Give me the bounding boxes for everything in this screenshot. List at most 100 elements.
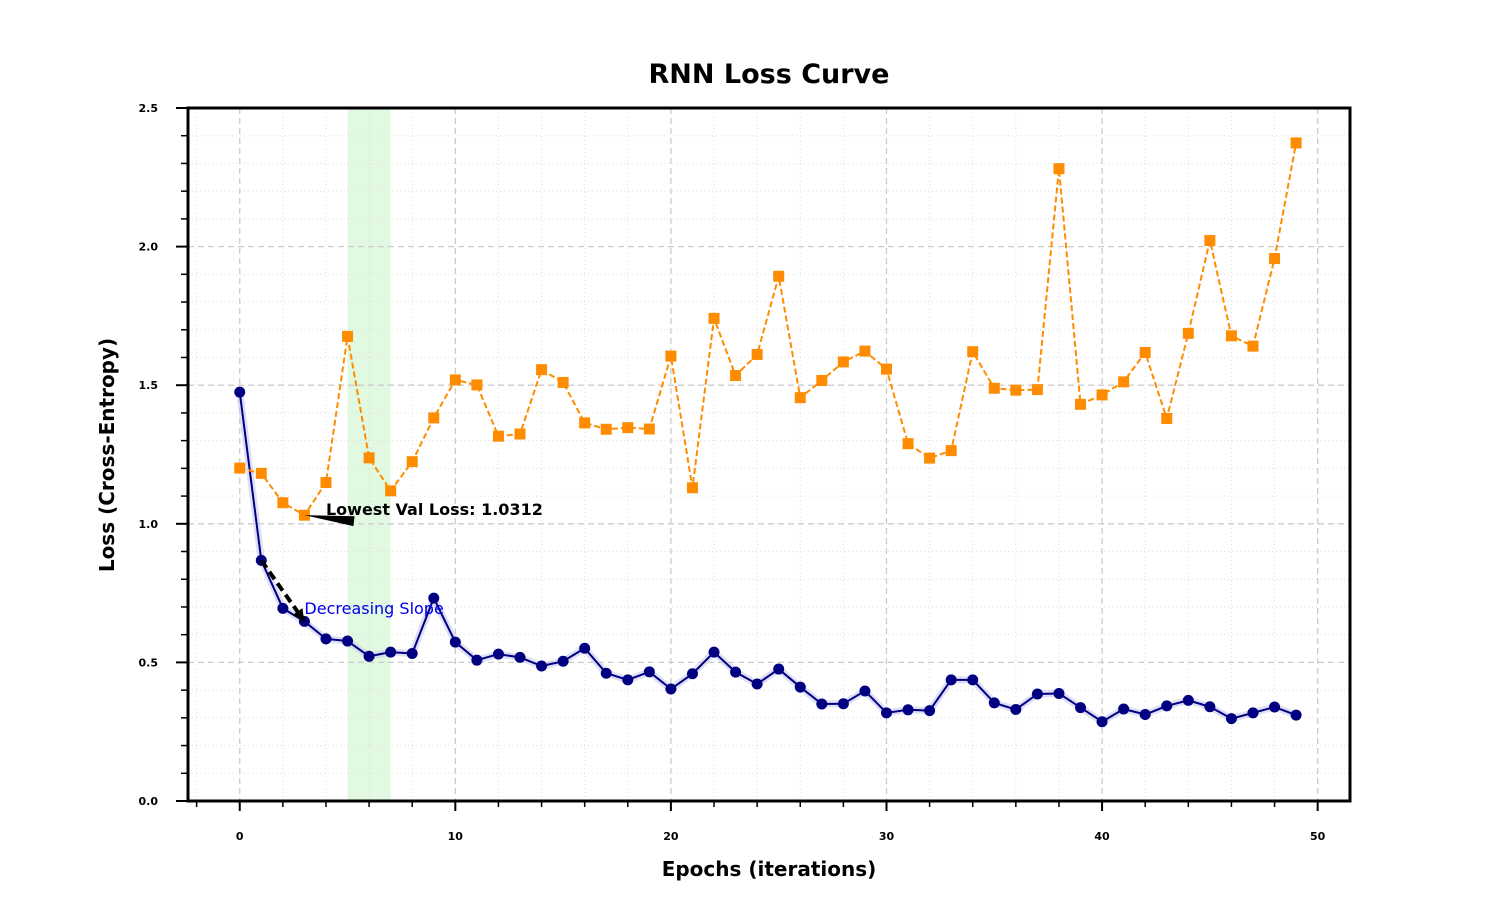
validation-loss-point xyxy=(299,510,310,521)
y-axis-label: Loss (Cross-Entropy) xyxy=(95,338,119,572)
training-loss-point xyxy=(795,682,806,693)
validation-loss-point xyxy=(1291,137,1302,148)
training-loss-point xyxy=(665,684,676,695)
x-axis-label: Epochs (iterations) xyxy=(662,857,877,881)
training-loss-point xyxy=(536,661,547,672)
validation-loss-point xyxy=(752,349,763,360)
decreasing-slope-annotation: Decreasing Slope xyxy=(304,599,443,618)
training-loss-point xyxy=(1247,707,1258,718)
y-tick-label: 2.0 xyxy=(139,241,159,254)
validation-loss-point xyxy=(859,346,870,357)
validation-loss-point xyxy=(946,445,957,456)
training-loss-point xyxy=(558,656,569,667)
validation-loss-point xyxy=(1161,413,1172,424)
training-loss-point xyxy=(1291,710,1302,721)
validation-loss-point xyxy=(364,452,375,463)
training-loss-point xyxy=(1269,702,1280,713)
training-loss-point xyxy=(644,666,655,677)
validation-loss-point xyxy=(450,374,461,385)
training-loss-point xyxy=(277,603,288,614)
training-loss-point xyxy=(773,664,784,675)
validation-loss-point xyxy=(1075,399,1086,410)
validation-loss-point xyxy=(1010,385,1021,396)
training-loss-point xyxy=(730,667,741,678)
validation-loss-point xyxy=(1140,347,1151,358)
training-loss-point xyxy=(471,655,482,666)
training-loss-point xyxy=(989,697,1000,708)
training-loss-point xyxy=(579,643,590,654)
validation-loss-point xyxy=(687,482,698,493)
training-loss-point xyxy=(407,648,418,659)
training-loss-point xyxy=(1032,689,1043,700)
validation-loss-point xyxy=(1269,253,1280,264)
validation-loss-point xyxy=(579,417,590,428)
validation-loss-point xyxy=(1204,235,1215,246)
training-loss-point xyxy=(946,674,957,685)
y-tick-label: 2.5 xyxy=(139,102,159,115)
validation-loss-point xyxy=(1097,389,1108,400)
validation-loss-point xyxy=(989,383,1000,394)
validation-loss-point xyxy=(838,356,849,367)
validation-loss-point xyxy=(881,364,892,375)
training-loss-point xyxy=(622,674,633,685)
training-loss-point xyxy=(493,649,504,660)
training-loss-point xyxy=(859,685,870,696)
training-loss-point xyxy=(1053,688,1064,699)
training-loss-point xyxy=(1010,704,1021,715)
validation-loss-point xyxy=(665,351,676,362)
validation-loss-point xyxy=(1226,330,1237,341)
validation-loss-point xyxy=(903,438,914,449)
training-loss-point xyxy=(752,679,763,690)
validation-loss-point xyxy=(558,377,569,388)
validation-loss-point xyxy=(1032,384,1043,395)
y-tick-label: 0.5 xyxy=(139,656,159,669)
chart-title: RNN Loss Curve xyxy=(649,59,890,90)
y-tick-label: 0.0 xyxy=(139,795,159,808)
training-loss-point xyxy=(1118,703,1129,714)
validation-loss-point xyxy=(773,271,784,282)
x-tick-label: 50 xyxy=(1310,830,1326,843)
training-loss-point xyxy=(924,705,935,716)
validation-loss-point xyxy=(1053,163,1064,174)
training-loss-point xyxy=(515,652,526,663)
validation-loss-point xyxy=(515,428,526,439)
training-loss-point xyxy=(1204,701,1215,712)
validation-loss-point xyxy=(428,412,439,423)
training-loss-point xyxy=(687,668,698,679)
training-loss-point xyxy=(601,668,612,679)
validation-loss-point xyxy=(795,392,806,403)
training-loss-point xyxy=(1161,700,1172,711)
training-loss-point xyxy=(1140,709,1151,720)
validation-loss-point xyxy=(320,477,331,488)
training-loss-point xyxy=(709,647,720,658)
validation-loss-point xyxy=(1247,341,1258,352)
validation-loss-point xyxy=(967,346,978,357)
validation-loss-point xyxy=(924,453,935,464)
training-loss-point xyxy=(1097,716,1108,727)
training-loss-point xyxy=(838,698,849,709)
lowest-val-annotation: Lowest Val Loss: 1.0312 xyxy=(326,500,543,519)
training-loss-point xyxy=(342,636,353,647)
validation-loss-point xyxy=(709,313,720,324)
x-tick-label: 20 xyxy=(663,830,679,843)
validation-loss-point xyxy=(407,456,418,467)
validation-loss-point xyxy=(493,431,504,442)
training-loss-point xyxy=(816,698,827,709)
training-loss-point xyxy=(1075,702,1086,713)
validation-loss-point xyxy=(256,468,267,479)
training-loss-point xyxy=(881,707,892,718)
validation-loss-point xyxy=(622,422,633,433)
validation-loss-point xyxy=(730,370,741,381)
validation-loss-point xyxy=(234,463,245,474)
validation-loss-point xyxy=(1118,376,1129,387)
training-loss-point xyxy=(1226,713,1237,724)
validation-loss-point xyxy=(601,424,612,435)
validation-loss-point xyxy=(277,497,288,508)
x-tick-label: 40 xyxy=(1094,830,1110,843)
validation-loss-point xyxy=(342,331,353,342)
training-loss-point xyxy=(967,674,978,685)
x-tick-label: 30 xyxy=(879,830,895,843)
validation-loss-point xyxy=(1183,328,1194,339)
y-tick-label: 1.0 xyxy=(139,518,159,531)
